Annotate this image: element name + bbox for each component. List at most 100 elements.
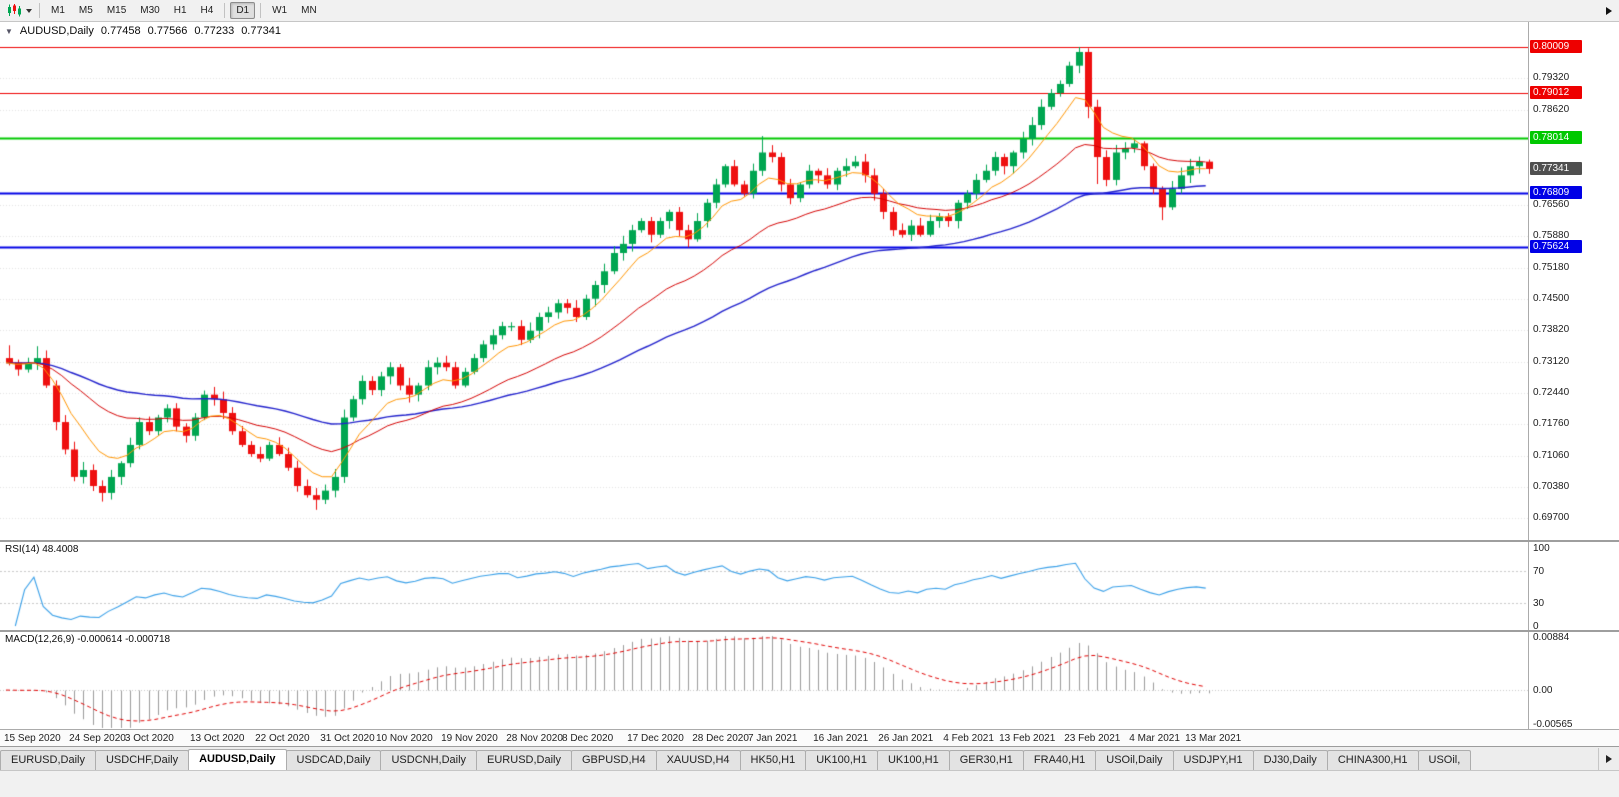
main-chart-panel: 0.79320 0.78620 0.76560 0.75880 0.75180 0.745… [0,22,1619,540]
chart-tab-usdcad-daily[interactable]: USDCAD,Daily [285,750,382,770]
date-axis-label: 23 Feb 2021 [1064,733,1121,744]
rsi-indicator-label: RSI(14) 48.4008 [5,544,79,555]
date-axis-label: 13 Oct 2020 [190,733,245,744]
hline-price-tag: 0.78014 [1530,131,1582,145]
timeframe-group: M1 M5 M15 M30 H1 H4 D1 W1 MN [44,2,324,19]
date-axis-label: 24 Sep 2020 [69,733,126,744]
chart-tab-gbpusd-h4[interactable]: GBPUSD,H4 [571,750,657,770]
timeframe-button-d1[interactable]: D1 [230,2,256,19]
chart-tab-eurusd-daily[interactable]: EURUSD,Daily [0,750,96,770]
chart-tab-uk100-h1[interactable]: UK100,H1 [805,750,878,770]
macd-panel: 0.00884 0.00 -0.00565 MACD(12,26,9) -0.000… [0,632,1619,729]
macd-indicator-label: MACD(12,26,9) -0.000614 -0.000718 [5,634,171,645]
macd-axis-label: 0.00884 [1533,632,1570,643]
tab-strip: EURUSD,Daily USDCHF,Daily AUDUSD,Daily USDC… [0,747,1619,770]
chart-close-value: 0.77341 [241,25,281,37]
price-axis-label: 0.74500 [1533,292,1570,304]
rsi-canvas[interactable] [0,542,1528,630]
panel-resize-handle[interactable] [0,630,1619,632]
status-bar [0,770,1619,797]
timeframe-button-h1[interactable]: H1 [173,5,187,16]
date-axis-label: 8 Dec 2020 [562,733,614,744]
period-toolbar: M1 M5 M15 M30 H1 H4 D1 W1 MN [0,0,1619,22]
panel-resize-handle[interactable] [0,540,1619,542]
main-price-axis[interactable]: 0.79320 0.78620 0.76560 0.75880 0.75180 0.745… [1528,22,1619,540]
rsi-axis-label: 100 [1533,543,1550,554]
price-axis-label: 0.76560 [1533,198,1570,210]
date-axis-label: 13 Mar 2021 [1185,733,1242,744]
date-axis-label: 31 Oct 2020 [320,733,375,744]
price-axis-label: 0.69700 [1533,512,1570,524]
one-click-trading-arrow-icon[interactable]: ▼ [5,26,13,36]
chart-high-value: 0.77566 [147,25,188,37]
chart-tab-fra40-h1[interactable]: FRA40,H1 [1022,750,1097,770]
timeframe-button-m5[interactable]: M5 [78,5,93,16]
date-axis-label: 16 Jan 2021 [813,733,869,744]
date-axis-label: 28 Dec 2020 [692,733,749,744]
timeframe-button-h4[interactable]: H4 [200,5,214,16]
chart-tab-bar: EURUSD,Daily USDCHF,Daily AUDUSD,Daily USDC… [0,746,1619,770]
date-axis-label: 4 Feb 2021 [943,733,994,744]
date-axis-label: 10 Nov 2020 [376,733,433,744]
chart-tab-audusd-daily[interactable]: AUDUSD,Daily [188,749,287,770]
date-axis[interactable]: 15 Sep 2020 24 Sep 2020 3 Oct 2020 13 Oct 2… [0,729,1619,746]
toolbar-separator [39,3,40,18]
chart-header: ▼ AUDUSD,Daily 0.77458 0.77566 0.77233 0… [5,25,281,37]
chart-tab-usdjpy-h1[interactable]: USDJPY,H1 [1172,750,1254,770]
chart-tab-xauusd-h4[interactable]: XAUUSD,H4 [655,750,741,770]
chart-tab-uk100-h1[interactable]: UK100,H1 [876,750,950,770]
timeframe-button-m1[interactable]: M1 [51,5,65,16]
macd-axis-label: -0.00565 [1533,719,1573,729]
chart-open-value: 0.77458 [100,25,141,37]
date-axis-label: 3 Oct 2020 [124,733,174,744]
timeframe-button-m15[interactable]: M15 [106,5,127,16]
chart-tab-dj30-daily[interactable]: DJ30,Daily [1252,750,1328,770]
chart-symbol-label: AUDUSD,Daily [19,25,94,37]
price-axis-label: 0.70380 [1533,480,1570,492]
chart-window-button[interactable] [4,3,35,18]
macd-canvas[interactable] [0,632,1528,729]
date-axis-label: 19 Nov 2020 [441,733,498,744]
hline-price-tag: 0.80009 [1530,39,1582,53]
rsi-axis-label: 30 [1533,597,1545,609]
price-axis-label: 0.73120 [1533,355,1570,367]
chart-low-value: 0.77233 [194,25,235,37]
hline-price-tag: 0.75624 [1530,240,1582,254]
chart-tab-usdchf-daily[interactable]: USDCHF,Daily [94,750,190,770]
chart-tab-usdcnh-daily[interactable]: USDCNH,Daily [380,750,478,770]
date-axis-label: 26 Jan 2021 [878,733,934,744]
chart-tab-eurusd-daily[interactable]: EURUSD,Daily [476,750,572,770]
rsi-axis-label: 0 [1533,621,1539,630]
price-axis-label: 0.78620 [1533,104,1570,116]
arrow-right-icon [1606,755,1612,763]
hline-price-tag: 0.79012 [1530,85,1582,99]
chart-tab-ger30-h1[interactable]: GER30,H1 [948,750,1024,770]
chart-tab-hk50-h1[interactable]: HK50,H1 [739,750,807,770]
toolbar-overflow-icon[interactable] [1606,7,1612,15]
main-chart-canvas[interactable] [0,22,1528,540]
price-axis-label: 0.73820 [1533,323,1570,335]
tab-scroll-right-button[interactable] [1598,748,1619,770]
chart-tab-usoil[interactable]: USOil, [1417,750,1472,770]
price-axis-label: 0.72440 [1533,386,1570,398]
date-axis-label: 4 Mar 2021 [1129,733,1180,744]
chart-tab-china300-h1[interactable]: CHINA300,H1 [1326,750,1419,770]
date-axis-label: 17 Dec 2020 [627,733,684,744]
candlestick-chart-icon [8,4,21,17]
rsi-panel: 100 70 30 0 RSI(14) 48.4008 [0,542,1619,630]
rsi-axis-label: 70 [1533,566,1545,578]
timeframe-button-mn[interactable]: MN [301,5,317,16]
timeframe-button-m30[interactable]: M30 [140,5,160,16]
chart-tab-usoil-daily[interactable]: USOil,Daily [1095,750,1174,770]
price-axis-label: 0.71060 [1533,449,1570,461]
price-axis-label: 0.71760 [1533,417,1570,429]
date-axis-label: 13 Feb 2021 [999,733,1056,744]
date-axis-label: 22 Oct 2020 [255,733,310,744]
rsi-axis[interactable]: 100 70 30 0 [1528,542,1619,630]
macd-axis[interactable]: 0.00884 0.00 -0.00565 [1528,632,1619,729]
date-axis-label: 28 Nov 2020 [506,733,563,744]
current-price-tag: 0.77341 [1530,161,1582,175]
timeframe-button-w1[interactable]: W1 [272,5,288,16]
caret-down-icon [26,8,32,13]
